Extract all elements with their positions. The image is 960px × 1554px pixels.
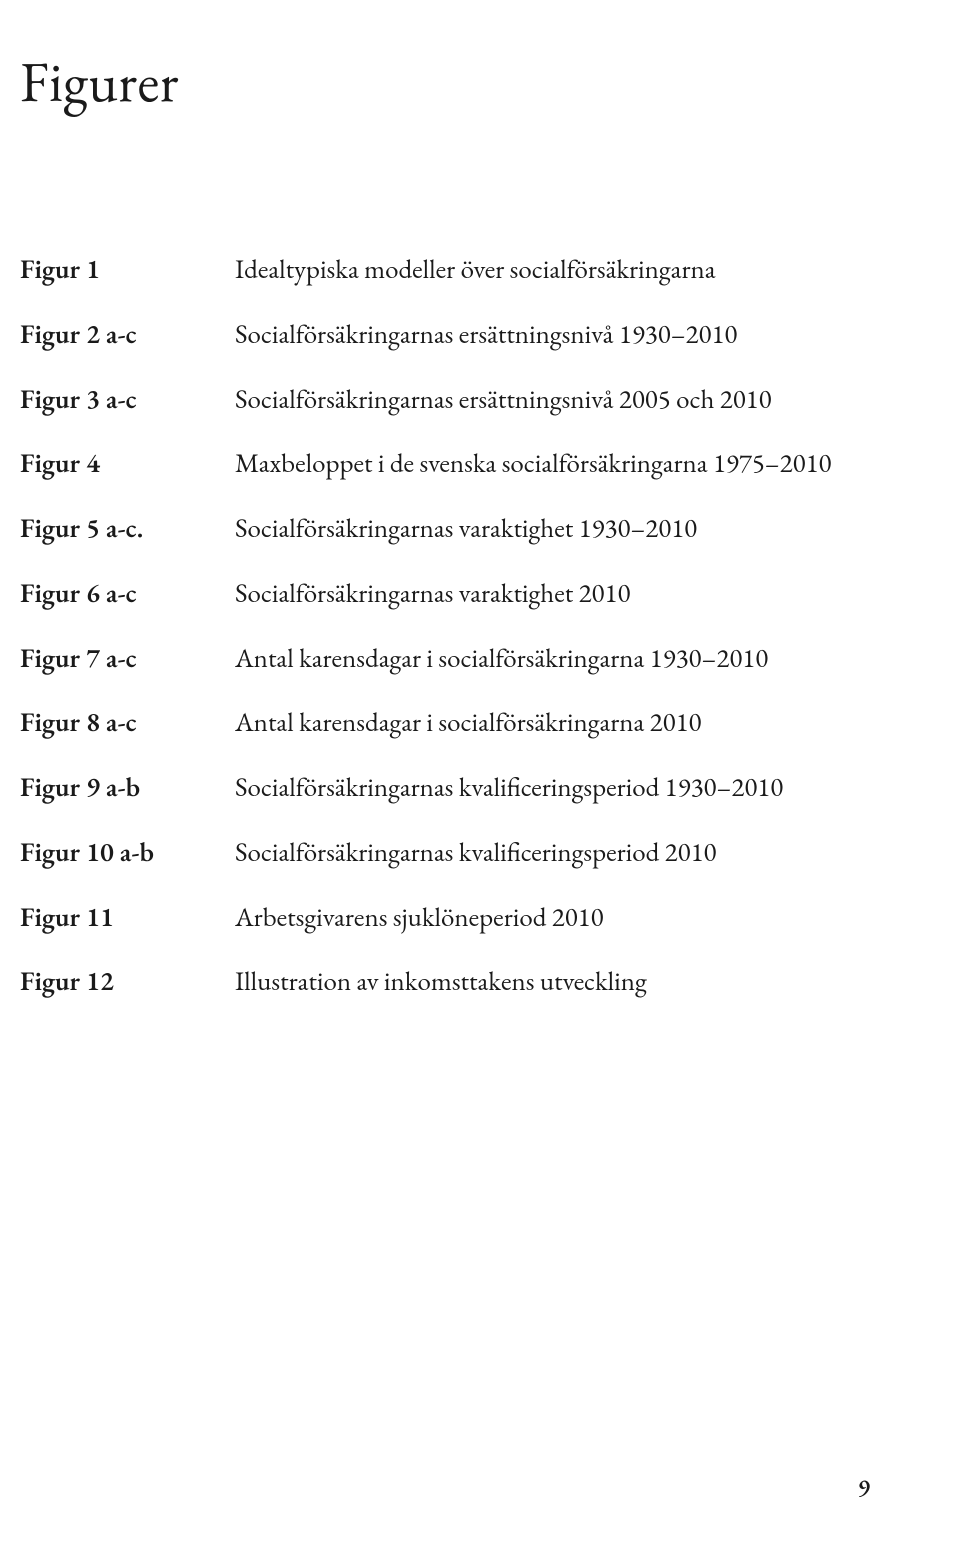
figure-row: Figur 4 Maxbeloppet i de svenska socialf… bbox=[20, 447, 870, 512]
figure-row: Figur 2 a-c Socialförsäkringarnas ersätt… bbox=[20, 318, 870, 383]
figure-row: Figur 7 a-c Antal karensdagar i socialfö… bbox=[20, 642, 870, 707]
page-number: 9 bbox=[858, 1473, 870, 1504]
figure-desc: Arbetsgivarens sjuklöneperiod 2010 bbox=[235, 901, 870, 966]
figure-label: Figur 7 a-c bbox=[20, 642, 235, 707]
figure-row: Figur 8 a-c Antal karensdagar i socialfö… bbox=[20, 706, 870, 771]
figure-row: Figur 10 a-b Socialförsäkringarnas kvali… bbox=[20, 836, 870, 901]
figure-desc: Socialförsäkringarnas kvalificeringsperi… bbox=[235, 771, 870, 836]
figure-row: Figur 9 a-b Socialförsäkringarnas kvalif… bbox=[20, 771, 870, 836]
figure-row: Figur 12 Illustration av inkomsttakens u… bbox=[20, 965, 870, 1030]
figure-label: Figur 2 a-c bbox=[20, 318, 235, 383]
figure-desc: Socialförsäkringarnas varaktighet 1930–2… bbox=[235, 512, 870, 577]
figure-label: Figur 6 a-c bbox=[20, 577, 235, 642]
figure-row: Figur 3 a-c Socialförsäkringarnas ersätt… bbox=[20, 383, 870, 448]
figure-list: Figur 1 Idealtypiska modeller över socia… bbox=[20, 253, 870, 1030]
figure-label: Figur 11 bbox=[20, 901, 235, 966]
figure-desc: Antal karensdagar i socialförsäkringarna… bbox=[235, 642, 870, 707]
figure-row: Figur 1 Idealtypiska modeller över socia… bbox=[20, 253, 870, 318]
figure-row: Figur 5 a-c. Socialförsäkringarnas varak… bbox=[20, 512, 870, 577]
page-heading: Figurer bbox=[20, 45, 870, 118]
figure-label: Figur 1 bbox=[20, 253, 235, 318]
figure-desc: Antal karensdagar i socialförsäkringarna… bbox=[235, 706, 870, 771]
figure-desc: Socialförsäkringarnas kvalificeringsperi… bbox=[235, 836, 870, 901]
figure-desc: Socialförsäkringarnas ersättningsnivå 20… bbox=[235, 383, 870, 448]
page: Figurer Figur 1 Idealtypiska modeller öv… bbox=[0, 0, 960, 1554]
figure-label: Figur 12 bbox=[20, 965, 235, 1030]
figure-desc: Illustration av inkomsttakens utveckling bbox=[235, 965, 870, 1030]
figure-label: Figur 4 bbox=[20, 447, 235, 512]
figure-desc: Socialförsäkringarnas varaktighet 2010 bbox=[235, 577, 870, 642]
figure-desc: Socialförsäkringarnas ersättningsnivå 19… bbox=[235, 318, 870, 383]
figure-label: Figur 9 a-b bbox=[20, 771, 235, 836]
figure-row: Figur 11 Arbetsgivarens sjuklöneperiod 2… bbox=[20, 901, 870, 966]
figure-desc: Maxbeloppet i de svenska socialförsäkrin… bbox=[235, 447, 870, 512]
figure-desc: Idealtypiska modeller över socialförsäkr… bbox=[235, 253, 870, 318]
figure-label: Figur 3 a-c bbox=[20, 383, 235, 448]
figure-label: Figur 8 a-c bbox=[20, 706, 235, 771]
figure-label: Figur 10 a-b bbox=[20, 836, 235, 901]
figure-row: Figur 6 a-c Socialförsäkringarnas varakt… bbox=[20, 577, 870, 642]
figure-label: Figur 5 a-c. bbox=[20, 512, 235, 577]
